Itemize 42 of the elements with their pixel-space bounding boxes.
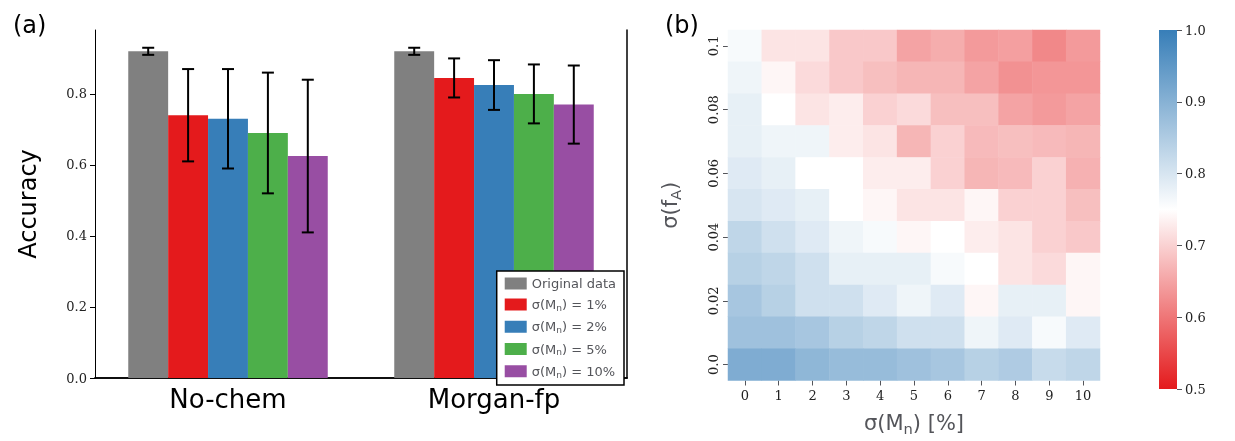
y-axis-title: Accuracy [14, 149, 42, 259]
y-tick-label: 0.6 [66, 157, 87, 173]
y-tick-label: 0.4 [66, 228, 87, 244]
y-tick-label: 0.02 [706, 286, 721, 316]
y-tick-label: 0.08 [706, 95, 721, 125]
bar [247, 132, 288, 378]
y-tick-label: 0.0 [706, 354, 721, 375]
bar [394, 51, 435, 378]
y-tick-label: 0.04 [706, 222, 721, 252]
color-bar-label: 0.7 [1185, 237, 1206, 253]
x-tick-label: 5 [909, 387, 919, 403]
color-bar-label: 1.0 [1185, 22, 1206, 38]
chart-title: (a) [13, 11, 47, 39]
x-tick-label: 2 [808, 387, 817, 403]
x-tick-label: 7 [977, 387, 986, 403]
x-tick-label: 1 [774, 387, 783, 403]
bar [287, 156, 328, 378]
chart-title: (b) [665, 11, 699, 39]
x-tick-label: 6 [943, 387, 952, 403]
x-tick-label: 8 [1011, 387, 1020, 403]
color-bar-label: 0.6 [1185, 309, 1206, 325]
color-bar-label: 0.5 [1185, 381, 1206, 397]
y-axis-title: σ(fA) [658, 181, 684, 229]
x-tick-label: 4 [876, 387, 885, 403]
x-tick-label: 9 [1045, 387, 1054, 403]
y-tick-label: 0.2 [66, 299, 87, 315]
x-tick-label: No-chem [169, 384, 287, 414]
x-tick-label: Morgan-fp [427, 384, 561, 414]
x-tick-label: 3 [842, 387, 851, 403]
y-tick-label: 0.06 [706, 158, 721, 188]
y-tick-label: 0.1 [706, 35, 721, 57]
bar [208, 118, 248, 378]
bar [128, 51, 169, 378]
color-bar-label: 0.9 [1185, 94, 1206, 110]
y-tick-label: 0.0 [66, 370, 87, 386]
x-tick-label: 0 [740, 387, 750, 403]
bar [168, 115, 209, 378]
color-bar-label: 0.8 [1185, 166, 1206, 182]
legend-label: Original data [531, 276, 617, 291]
y-tick-label: 0.8 [66, 86, 87, 102]
x-tick-label: 10 [1074, 387, 1092, 403]
bar [434, 77, 475, 378]
